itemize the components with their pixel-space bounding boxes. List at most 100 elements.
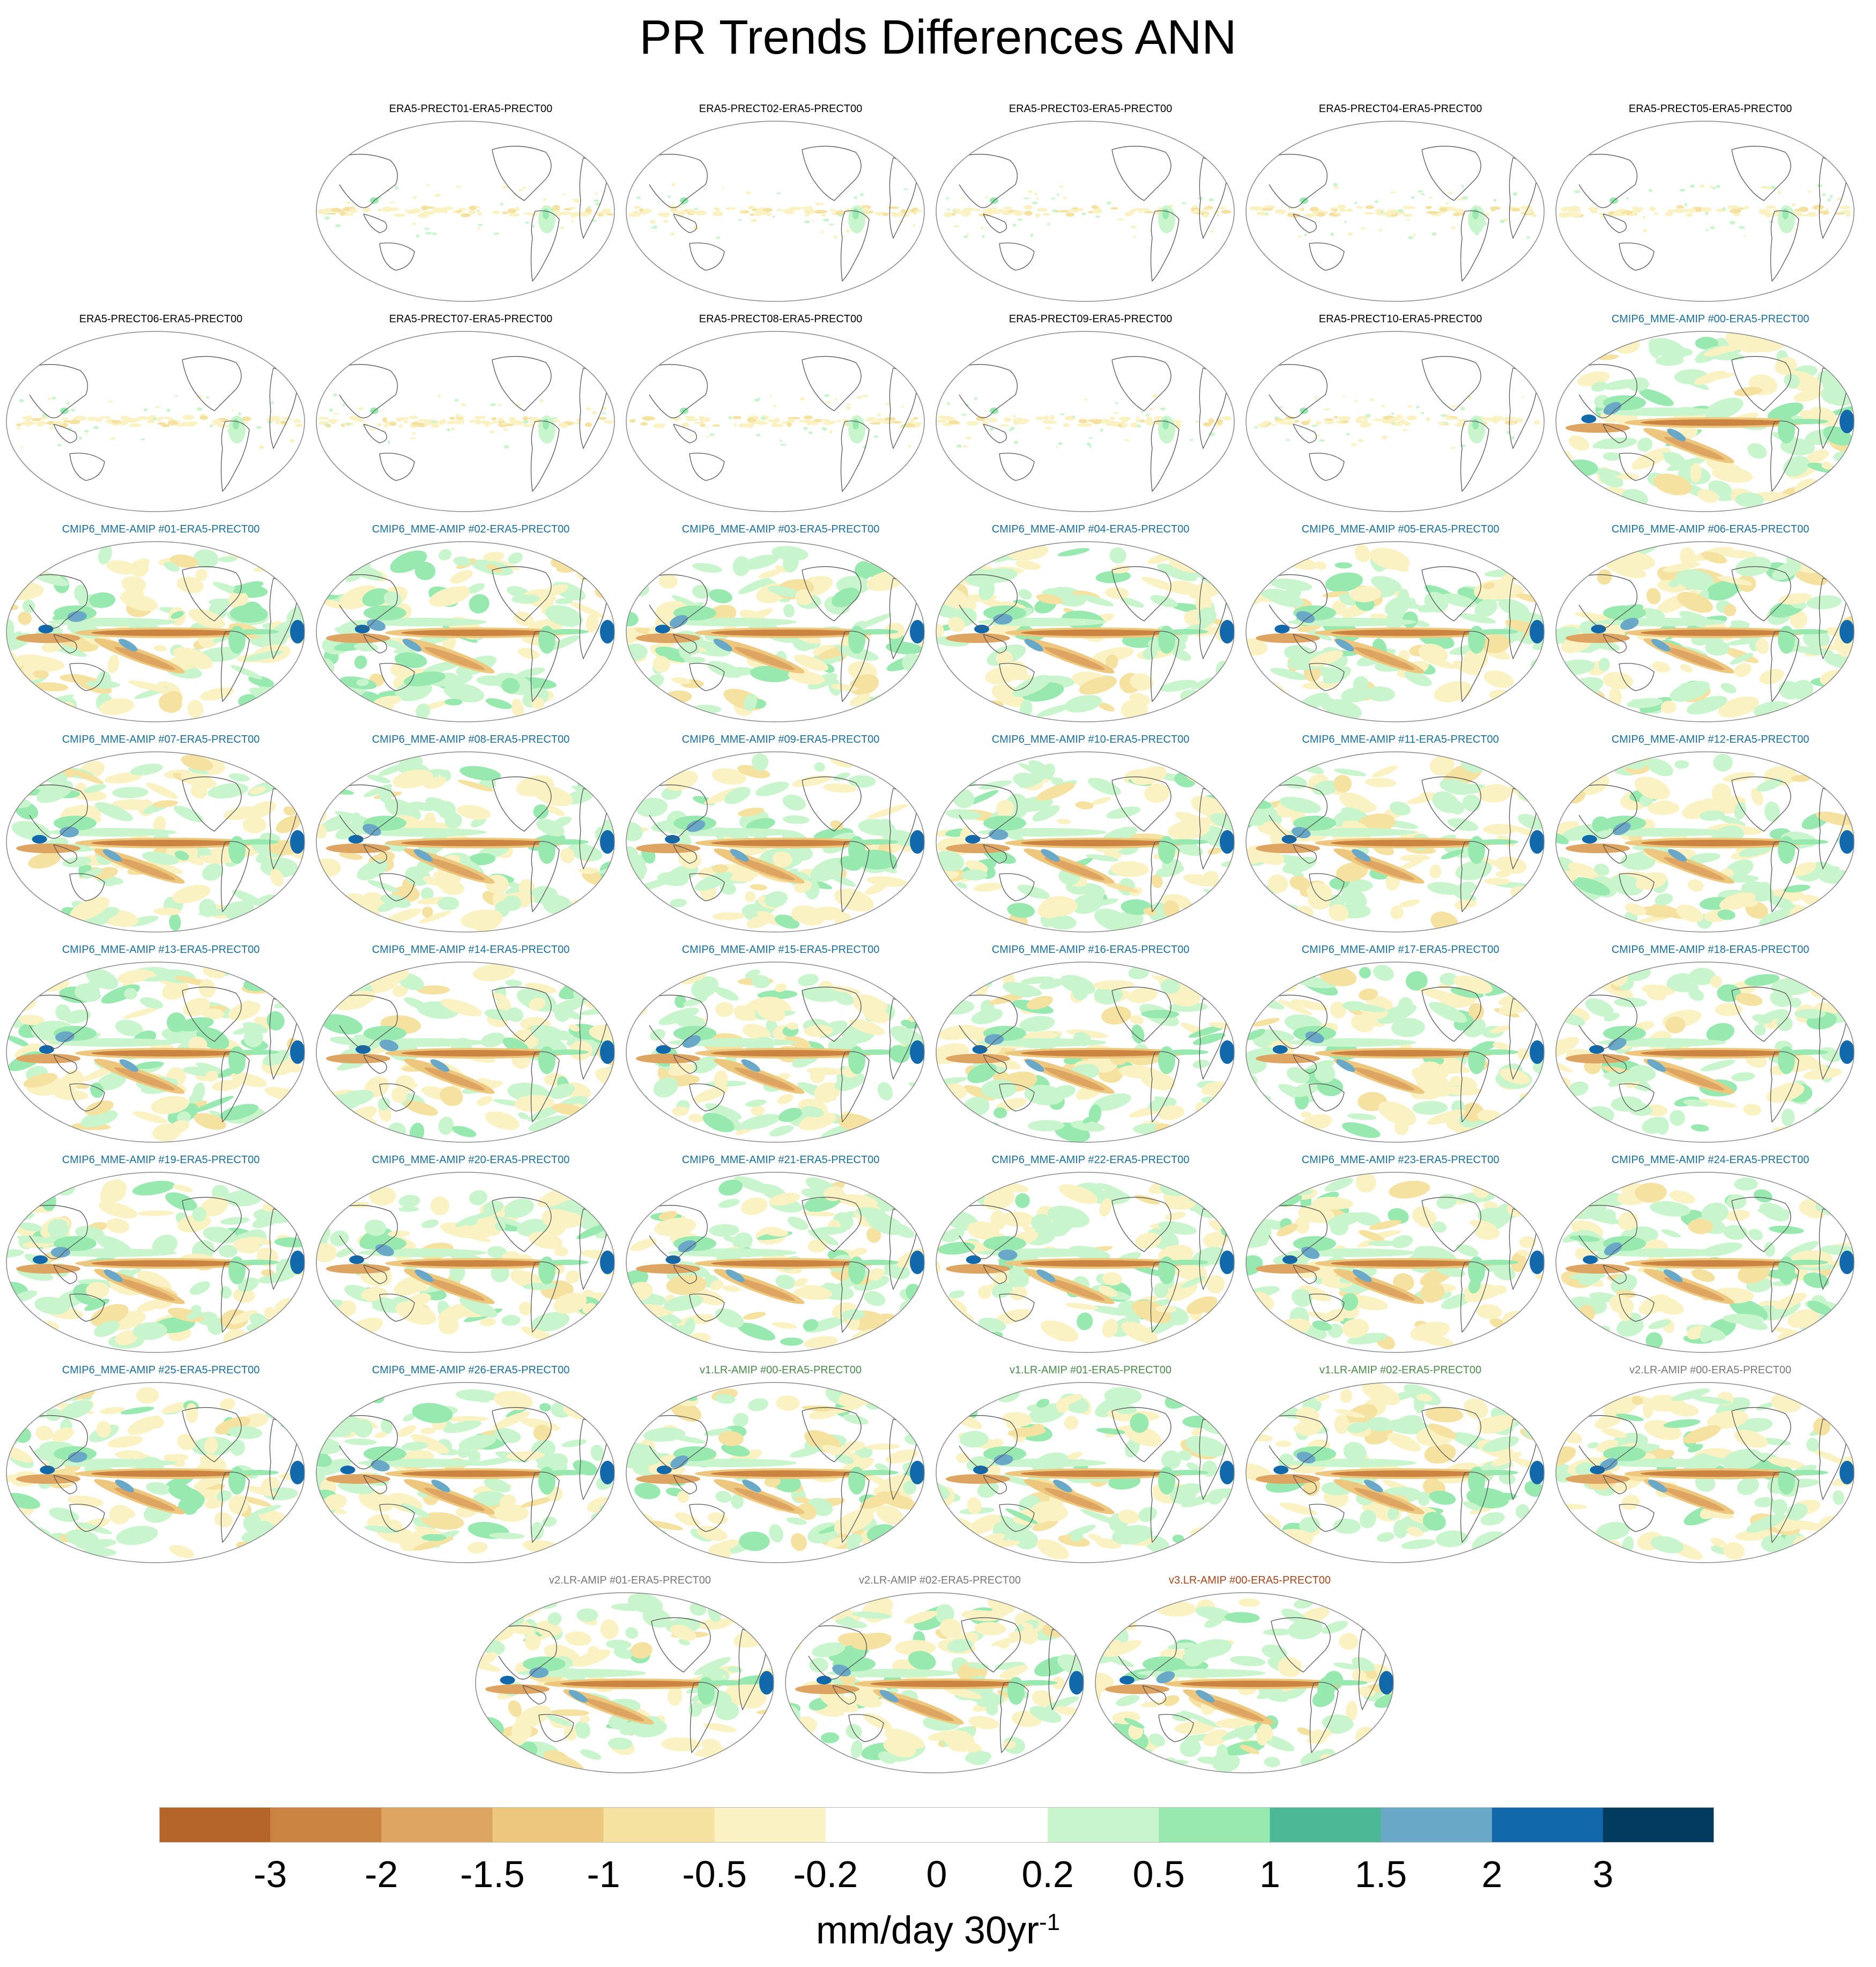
- precip-anomaly-patch: [20, 446, 24, 448]
- precip-anomaly-patch: [893, 898, 920, 917]
- precip-anomaly-patch: [1637, 438, 1653, 452]
- precip-anomaly-patch: [1743, 1104, 1762, 1116]
- precip-anomaly-patch: [1831, 888, 1854, 904]
- precip-anomaly-patch: [709, 433, 715, 437]
- precip-anomaly-patch: [96, 1421, 112, 1438]
- precip-anomaly-patch: [6, 547, 32, 565]
- precip-anomaly-patch: [1556, 988, 1575, 1005]
- coastline: [1309, 242, 1345, 271]
- precip-anomaly-patch: [1631, 448, 1671, 470]
- coastline: [840, 1261, 870, 1333]
- precip-anomaly-patch: [1378, 229, 1382, 232]
- precip-anomaly-patch: [591, 411, 597, 415]
- panel-title: CMIP6_MME-AMIP #21-ERA5-PRECT00: [681, 1154, 880, 1166]
- precip-anomaly-patch: [981, 226, 984, 230]
- precip-anomaly-patch: [246, 1485, 278, 1496]
- precip-anomaly-patch: [1834, 212, 1844, 215]
- coastline: [69, 453, 105, 481]
- precip-anomaly-patch: [1109, 547, 1126, 564]
- precip-anomaly-patch: [1186, 1296, 1218, 1314]
- precip-anomaly-patch: [1004, 417, 1011, 423]
- precip-anomaly-patch: [636, 1264, 700, 1274]
- precip-anomaly-patch: [1308, 892, 1331, 910]
- precip-anomaly-patch: [1216, 419, 1224, 425]
- map-panel: ERA5-PRECT09-ERA5-PRECT00: [935, 312, 1246, 516]
- precip-anomaly-patch: [200, 413, 206, 416]
- precip-anomaly-patch: [1556, 358, 1566, 372]
- precip-anomaly-patch: [1782, 209, 1789, 219]
- precip-anomaly-patch: [694, 1314, 714, 1325]
- precip-anomaly-patch: [699, 417, 711, 422]
- precip-anomaly-patch: [1821, 693, 1854, 714]
- precip-anomaly-patch: [1203, 889, 1234, 906]
- coastline: [646, 364, 708, 418]
- precip-anomaly-patch: [1388, 1208, 1409, 1224]
- precip-anomaly-patch: [732, 556, 751, 576]
- precip-anomaly-patch: [741, 1059, 760, 1072]
- precip-anomaly-patch: [475, 419, 481, 425]
- precip-anomaly-patch: [121, 417, 134, 422]
- precip-anomaly-patch: [778, 1107, 803, 1122]
- precip-anomaly-patch: [1358, 988, 1378, 1001]
- precip-anomaly-patch: [1556, 1083, 1563, 1092]
- precip-anomaly-patch: [678, 1240, 697, 1253]
- precip-anomaly-patch: [903, 423, 915, 428]
- precip-anomaly-patch: [1152, 394, 1158, 398]
- map-outline: [936, 331, 1235, 512]
- precip-anomaly-patch: [913, 417, 918, 420]
- precip-anomaly-patch: [1759, 669, 1784, 685]
- precip-anomaly-patch: [1618, 1305, 1632, 1321]
- coastline: [983, 844, 1007, 864]
- precip-anomaly-patch: [1330, 232, 1334, 236]
- panel-title: CMIP6_MME-AMIP #22-ERA5-PRECT00: [991, 1154, 1190, 1166]
- precip-anomaly-patch: [1510, 686, 1544, 707]
- precip-anomaly-patch: [764, 891, 788, 908]
- precip-anomaly-patch: [1756, 778, 1783, 792]
- precip-anomaly-patch: [654, 1217, 696, 1237]
- precip-anomaly-patch: [1432, 232, 1437, 236]
- map-outline: [1555, 331, 1855, 512]
- precip-anomaly-patch: [715, 236, 721, 239]
- precip-anomaly-patch: [1246, 1029, 1266, 1040]
- precip-anomaly-patch: [1334, 562, 1353, 568]
- precip-anomaly-patch: [1101, 1006, 1131, 1025]
- precip-anomaly-patch: [1166, 1260, 1208, 1265]
- precip-anomaly-patch: [636, 844, 700, 853]
- precip-anomaly-patch: [447, 428, 450, 432]
- precip-anomaly-patch: [1130, 422, 1138, 428]
- precip-anomaly-patch: [1556, 1037, 1580, 1059]
- precip-anomaly-patch: [1673, 208, 1685, 213]
- map-panel: CMIP6_MME-AMIP #21-ERA5-PRECT00: [625, 1153, 936, 1357]
- precip-anomaly-patch: [1791, 203, 1796, 206]
- precip-anomaly-patch: [1203, 1232, 1228, 1248]
- precip-anomaly-patch: [6, 884, 16, 904]
- precip-anomaly-patch: [270, 869, 284, 886]
- precip-anomaly-patch: [523, 416, 528, 422]
- precip-anomaly-patch: [1448, 191, 1454, 194]
- precip-anomaly-patch: [19, 699, 43, 712]
- precip-anomaly-patch: [948, 617, 965, 632]
- precip-anomaly-patch: [828, 224, 834, 226]
- precip-anomaly-patch: [970, 1177, 1003, 1188]
- precip-anomaly-patch: [1045, 427, 1052, 430]
- precip-anomaly-patch: [908, 445, 911, 448]
- precip-anomaly-patch: [316, 694, 330, 707]
- precip-anomaly-patch: [1208, 198, 1214, 202]
- precip-anomaly-patch: [1511, 208, 1521, 212]
- precip-anomaly-patch: [1706, 581, 1739, 601]
- precip-anomaly-patch: [738, 423, 751, 428]
- precip-anomaly-patch: [324, 216, 330, 220]
- map-outline: [626, 331, 925, 512]
- precip-anomaly-patch: [16, 427, 21, 430]
- precip-anomaly-patch: [1830, 1196, 1845, 1215]
- precip-anomaly-patch: [1246, 990, 1265, 1008]
- precip-anomaly-patch: [1391, 211, 1396, 215]
- precip-anomaly-patch: [404, 997, 428, 1010]
- precip-anomaly-patch: [903, 913, 924, 923]
- precip-anomaly-patch: [180, 772, 217, 789]
- precip-anomaly-patch: [940, 556, 959, 575]
- precip-anomaly-patch: [1710, 975, 1722, 988]
- precip-anomaly-patch: [507, 1007, 524, 1022]
- precip-anomaly-patch: [142, 852, 179, 865]
- map-background: [626, 121, 924, 301]
